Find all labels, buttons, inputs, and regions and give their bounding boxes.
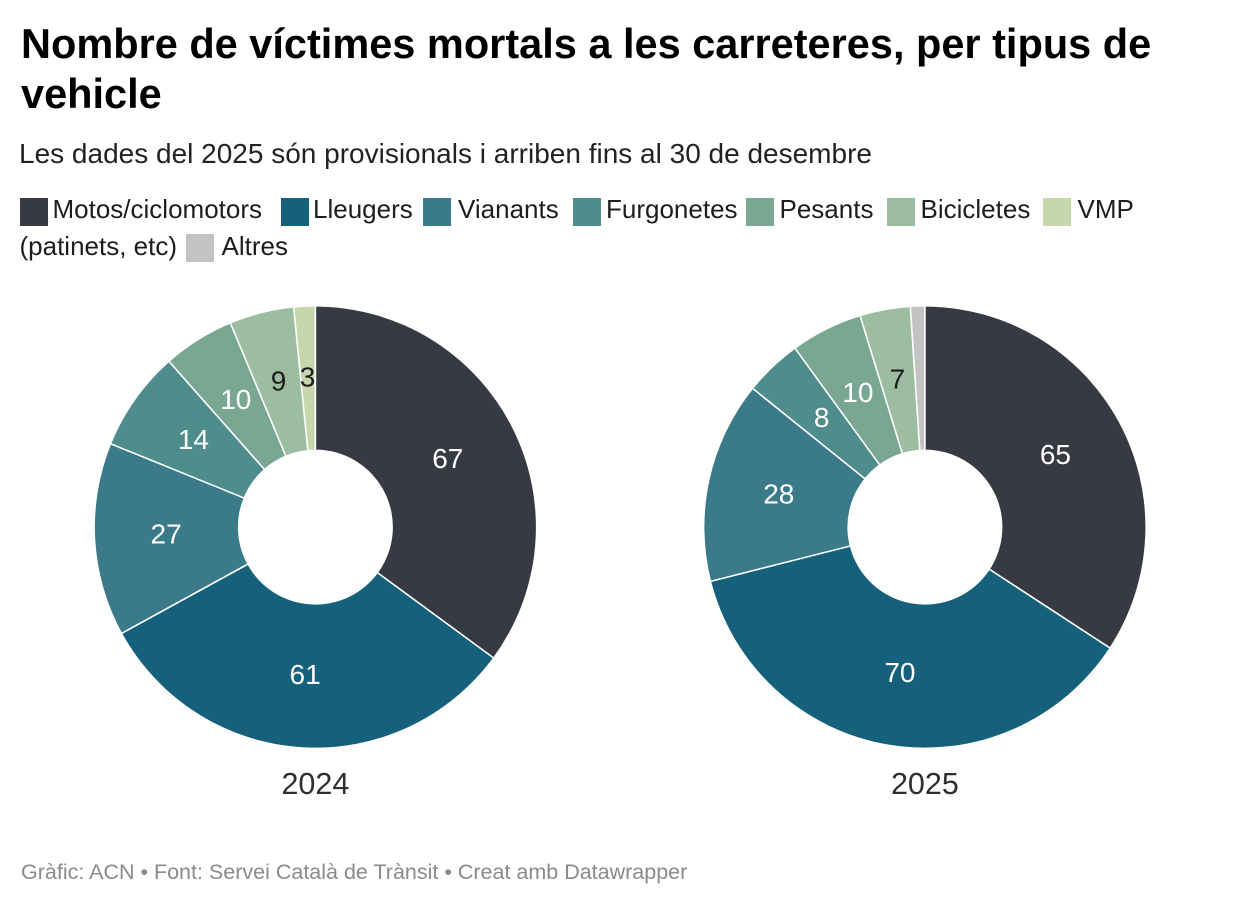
svg-text:9: 9	[271, 366, 287, 397]
svg-text:8: 8	[814, 402, 830, 433]
svg-text:2025: 2025	[891, 767, 959, 801]
svg-text:70: 70	[884, 657, 915, 688]
svg-text:10: 10	[220, 384, 251, 415]
svg-text:65: 65	[1040, 439, 1071, 470]
svg-text:67: 67	[432, 443, 463, 474]
svg-text:14: 14	[178, 424, 209, 455]
svg-text:7: 7	[890, 364, 906, 395]
svg-text:28: 28	[763, 478, 794, 509]
svg-text:2024: 2024	[281, 767, 349, 801]
svg-text:3: 3	[300, 361, 316, 392]
svg-text:27: 27	[151, 519, 182, 550]
svg-text:10: 10	[842, 377, 873, 408]
svg-text:61: 61	[290, 659, 321, 690]
